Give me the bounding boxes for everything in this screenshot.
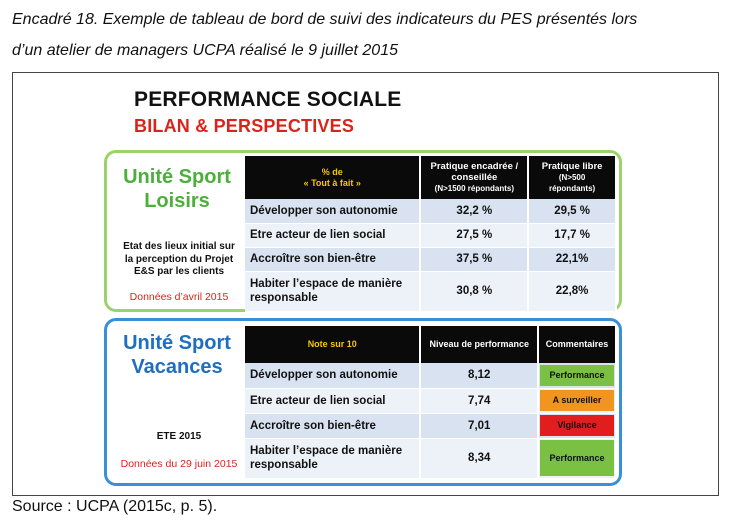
desc-line: la perception du Projet bbox=[124, 253, 234, 265]
value-cell: 17,7 % bbox=[528, 223, 617, 248]
desc-line: E&S par les clients bbox=[133, 266, 225, 277]
figure-caption: Encadré 18. Exemple de tableau de bord d… bbox=[12, 4, 724, 66]
row-label: Habiter l’espace de manière responsable bbox=[245, 438, 422, 479]
loisirs-table: % de « Tout à fait » Pratique encadrée /… bbox=[245, 156, 617, 312]
vacances-description: ETE 2015 bbox=[111, 431, 247, 444]
status-badge: Vigilance bbox=[540, 415, 614, 436]
unit-title-vacances: Unité Sport Vacances bbox=[107, 331, 247, 379]
unit-title-line1: Unité Sport bbox=[123, 166, 231, 188]
caption-line-1: Encadré 18. Exemple de tableau de bord d… bbox=[12, 11, 638, 28]
desc-line: Etat des lieux initial sur bbox=[123, 241, 235, 252]
table-row: Développer son autonomie 8,12 Performanc… bbox=[245, 363, 617, 389]
header-text: Pratique libre bbox=[541, 161, 603, 172]
vacances-table: Note sur 10 Niveau de performance Commen… bbox=[245, 326, 617, 479]
row-label: Accroître son bien-être bbox=[245, 413, 422, 439]
score-cell: 7,74 bbox=[420, 388, 540, 414]
header-cell: Pratique encadrée / conseillée (N>1500 r… bbox=[420, 156, 530, 199]
row-label: Développer son autonomie bbox=[245, 199, 422, 224]
header-cell: Commentaires bbox=[538, 326, 617, 363]
value-cell: 27,5 % bbox=[420, 223, 530, 248]
unit-title-line2: Vacances bbox=[131, 356, 223, 378]
status-badge: A surveiller bbox=[540, 390, 614, 411]
comment-cell: Vigilance bbox=[538, 413, 617, 439]
score-cell: 7,01 bbox=[420, 413, 540, 439]
value-cell: 37,5 % bbox=[420, 247, 530, 272]
row-label: Développer son autonomie bbox=[245, 363, 422, 389]
panel-loisirs: Unité Sport Loisirs Etat des lieux initi… bbox=[104, 150, 622, 312]
unit-title-line1: Unité Sport bbox=[123, 332, 231, 354]
desc-line: ETE 2015 bbox=[156, 431, 202, 442]
table-row: Habiter l’espace de manière responsable … bbox=[245, 438, 617, 479]
table-header-row: Note sur 10 Niveau de performance Commen… bbox=[245, 326, 617, 363]
panel-vacances: Unité Sport Vacances ETE 2015 Données du… bbox=[104, 318, 622, 486]
slide-title: PERFORMANCE SOCIALE bbox=[134, 88, 402, 111]
table-row: Etre acteur de lien social 7,74 A survei… bbox=[245, 388, 617, 414]
row-label: Etre acteur de lien social bbox=[245, 388, 422, 414]
value-cell: 22,8% bbox=[528, 271, 617, 312]
loisirs-description: Etat des lieux initial sur la perception… bbox=[111, 241, 247, 279]
header-cell: Pratique libre (N>500 répondants) bbox=[528, 156, 617, 199]
value-cell: 22,1% bbox=[528, 247, 617, 272]
row-label: Accroître son bien-être bbox=[245, 247, 422, 272]
caption-line-2: d’un atelier de managers UCPA réalisé le… bbox=[12, 42, 398, 59]
slide-frame bbox=[12, 72, 719, 496]
status-badge: Performance bbox=[540, 364, 614, 386]
score-cell: 8,12 bbox=[420, 363, 540, 389]
table-row: Accroître son bien-être 7,01 Vigilance bbox=[245, 413, 617, 439]
value-cell: 32,2 % bbox=[420, 199, 530, 224]
header-text: (N>500 bbox=[558, 173, 586, 182]
header-cell: Note sur 10 bbox=[245, 326, 422, 363]
comment-cell: A surveiller bbox=[538, 388, 617, 414]
vacances-date: Données du 29 juin 2015 bbox=[120, 458, 238, 470]
header-text: « Tout à fait » bbox=[303, 177, 361, 188]
header-text: Pratique encadrée / bbox=[430, 161, 519, 172]
header-text: % de bbox=[321, 166, 343, 177]
table-row: Accroître son bien-être 37,5 % 22,1% bbox=[245, 247, 617, 272]
comment-cell: Performance bbox=[538, 363, 617, 389]
score-cell: 8,34 bbox=[420, 438, 540, 479]
table-header-row: % de « Tout à fait » Pratique encadrée /… bbox=[245, 156, 617, 199]
slide-subtitle: BILAN & PERSPECTIVES bbox=[134, 116, 355, 136]
header-text: répondants) bbox=[548, 184, 596, 193]
table-row: Etre acteur de lien social 27,5 % 17,7 % bbox=[245, 223, 617, 248]
header-cell: % de « Tout à fait » bbox=[245, 156, 422, 199]
table-row: Habiter l’espace de manière responsable … bbox=[245, 271, 617, 312]
status-badge: Performance bbox=[540, 440, 614, 476]
row-label: Habiter l’espace de manière responsable bbox=[245, 271, 422, 312]
table-row: Développer son autonomie 32,2 % 29,5 % bbox=[245, 199, 617, 224]
header-cell: Niveau de performance bbox=[420, 326, 540, 363]
unit-title-line2: Loisirs bbox=[144, 190, 210, 212]
row-label: Etre acteur de lien social bbox=[245, 223, 422, 248]
header-text: (N>1500 répondants) bbox=[434, 184, 515, 193]
comment-cell: Performance bbox=[538, 438, 617, 479]
unit-title-loisirs: Unité Sport Loisirs bbox=[107, 165, 247, 213]
value-cell: 29,5 % bbox=[528, 199, 617, 224]
header-text: conseillée bbox=[451, 172, 498, 183]
loisirs-date: Données d’avril 2015 bbox=[129, 291, 229, 303]
value-cell: 30,8 % bbox=[420, 271, 530, 312]
source-note: Source : UCPA (2015c, p. 5). bbox=[12, 498, 218, 515]
